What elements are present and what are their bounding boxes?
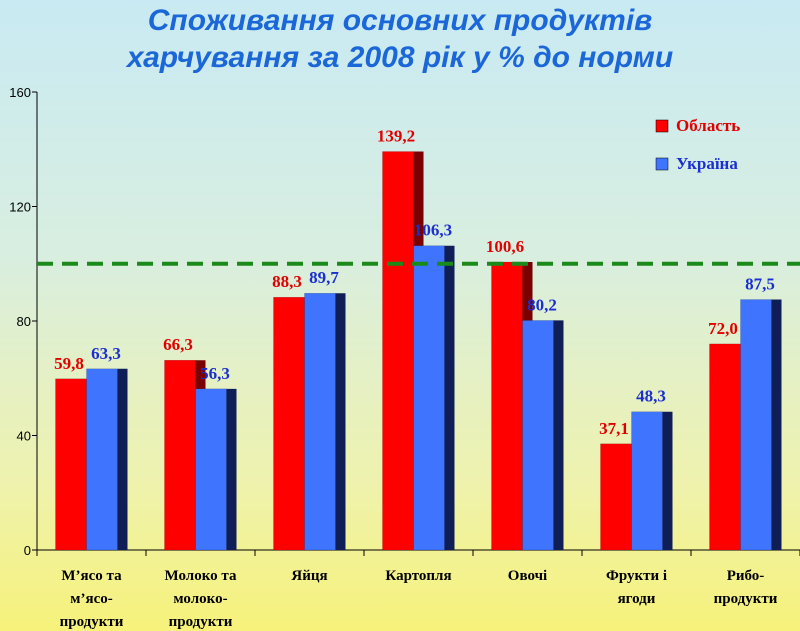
legend-swatch [655,119,669,133]
bar-side [662,411,673,550]
category-label: продукти [169,614,233,630]
bar [413,245,445,551]
bar-side [335,293,346,550]
category-label: М’ясо та [61,568,122,584]
data-label: 106,3 [414,221,452,240]
bar-side [226,388,237,550]
bar-side [771,299,782,550]
y-tick-label: 40 [17,429,31,444]
bar [304,292,336,551]
bar [86,368,118,551]
category-label: продукти [714,591,778,607]
data-label: 80,2 [527,295,557,314]
bar [195,388,227,551]
data-label: 72,0 [708,319,738,338]
bar [382,151,414,551]
bar-side [117,368,128,550]
data-label: 66,3 [163,335,193,354]
bar [55,378,87,551]
bar [273,296,305,551]
bar [491,261,523,551]
category-label: молоко- [173,591,227,607]
bar-side [444,245,455,550]
category-label: Фрукти і [606,568,667,584]
legend-swatch [655,157,669,171]
category-label: м’ясо- [70,591,112,607]
data-label: 63,3 [91,344,121,363]
y-tick-label: 160 [9,85,31,100]
data-label: 59,8 [54,354,84,373]
bar [740,299,772,551]
legend-label: Україна [676,154,738,173]
data-label: 88,3 [272,272,302,291]
bar-side [553,320,564,550]
y-tick-label: 0 [24,543,31,558]
legend-label: Область [676,116,740,135]
data-label: 100,6 [486,237,524,256]
data-label: 48,3 [636,387,666,406]
chart-title-line-2: харчування за 2008 рік у % до норми [126,41,674,74]
category-label: ягоди [618,591,656,607]
y-tick-label: 80 [17,314,31,329]
category-label: продукти [60,614,124,630]
data-label: 37,1 [599,419,629,438]
category-label: Картопля [385,568,451,584]
data-label: 87,5 [745,275,775,294]
data-label: 139,2 [377,127,415,146]
bar [164,359,196,551]
bar [600,443,632,551]
category-label: Овочі [508,568,547,584]
data-label: 56,3 [200,364,230,383]
category-label: Яйця [291,568,327,584]
y-tick-label: 120 [9,200,31,215]
bar [631,411,663,551]
chart-title-line-1: Споживання основних продуктів [147,4,653,37]
bar [522,320,554,551]
category-label: Молоко та [165,568,237,584]
data-label: 89,7 [309,268,339,287]
bar [709,343,741,551]
chart-title: Споживання основних продуктів харчування… [0,2,800,76]
category-label: Рибо- [727,568,765,584]
